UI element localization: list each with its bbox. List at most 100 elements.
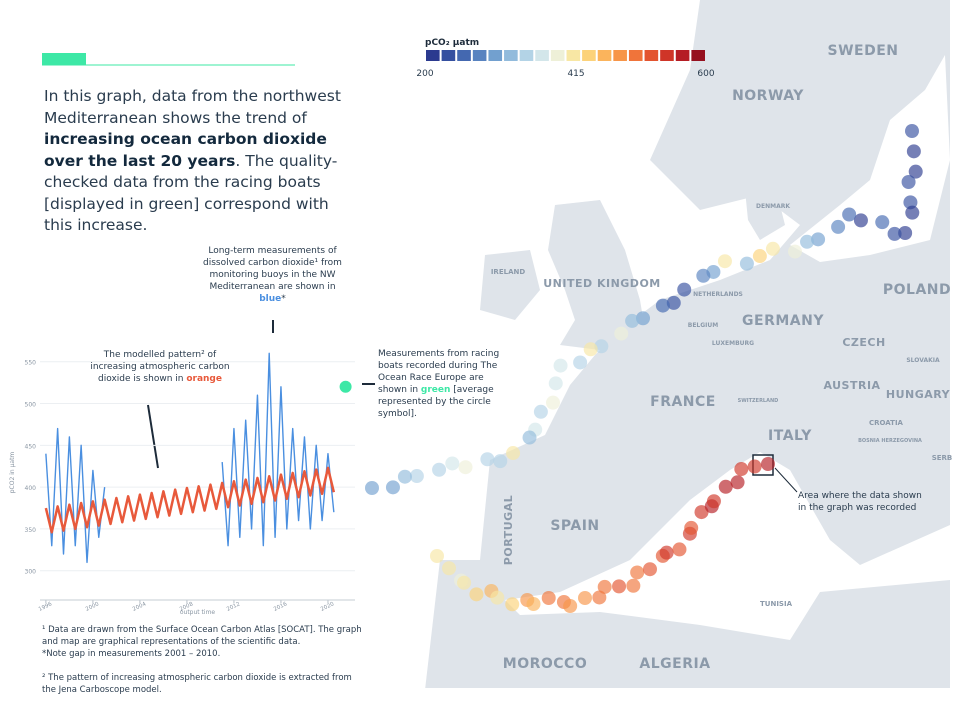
intro-text: In this graph, data from the northwest M… <box>44 87 341 127</box>
measurement-dot <box>505 597 520 612</box>
map-label: UNITED KINGDOM <box>543 277 661 290</box>
measurement-dot <box>457 575 472 590</box>
footnote: *Note gap in measurements 2001 – 2010. <box>42 649 221 659</box>
x-tick-label: 1996 <box>38 601 54 613</box>
ireland <box>480 250 540 320</box>
annotation: Area where the data shown in the graph w… <box>798 491 922 513</box>
map-label: SWEDEN <box>828 43 899 59</box>
annotation: Measurements from racing boats recorded … <box>378 348 503 420</box>
annotation: The modelled pattern² of increasing atmo… <box>85 349 235 385</box>
series-line <box>45 427 106 564</box>
colorbar-swatch <box>504 50 518 61</box>
measurement-dot <box>898 225 913 240</box>
measurement-dot <box>480 452 495 467</box>
colorbar-swatch <box>582 50 596 61</box>
measurement-dot <box>655 298 670 313</box>
measurement-dot <box>577 591 592 606</box>
colorbar-title: pCO₂ µatm <box>425 38 479 48</box>
measurement-dot <box>612 579 627 594</box>
text: green <box>420 385 451 395</box>
series-point <box>339 380 352 393</box>
area-pointer <box>774 467 798 493</box>
denmark <box>745 185 785 240</box>
x-tick-label: 2004 <box>132 601 148 613</box>
colorbar-swatch <box>488 50 503 61</box>
map-label: GERMANY <box>742 313 824 329</box>
y-tick-label: 450 <box>25 443 37 450</box>
colorbar-swatch <box>613 50 627 61</box>
measurement-dot <box>761 457 775 471</box>
measurement-dot <box>458 460 473 475</box>
map-label: HUNGARY <box>886 388 951 401</box>
measurement-dot <box>765 241 780 256</box>
measurement-dot <box>636 311 651 326</box>
measurement-dot <box>526 597 541 611</box>
map-label: IRELAND <box>491 268 526 276</box>
measurement-dot <box>811 232 826 247</box>
x-tick-label: 2020 <box>320 601 336 613</box>
measurement-dot <box>842 207 857 222</box>
map-label: ITALY <box>768 428 812 444</box>
measurement-dot <box>546 395 561 410</box>
measurement-dot <box>677 282 692 297</box>
measurement-dot <box>787 244 802 259</box>
text: * <box>281 294 286 304</box>
x-tick-label: 2008 <box>179 601 195 613</box>
map-label: NORWAY <box>732 88 804 104</box>
colorbar-swatch <box>519 50 534 61</box>
measurement-dot <box>365 481 379 495</box>
x-tick-label: 2016 <box>273 601 289 613</box>
footnote: ¹ Data are drawn from the Surface Ocean … <box>42 625 362 647</box>
measurement-dot <box>533 404 548 419</box>
measurement-dot <box>445 456 460 471</box>
colorbar-tick: 600 <box>697 69 714 79</box>
colorbar-tick: 415 <box>567 69 584 79</box>
measurement-dot <box>385 480 400 495</box>
text: The modelled pattern² of increasing atmo… <box>90 350 230 384</box>
measurement-dot <box>659 545 674 560</box>
measurement-dot <box>666 295 681 310</box>
measurement-dot <box>696 268 711 283</box>
colorbar-swatch <box>597 50 612 61</box>
measurement-dot <box>541 591 556 605</box>
colorbar-swatch <box>535 50 549 61</box>
measurement-dot <box>573 355 588 370</box>
measurement-dot <box>548 376 563 391</box>
y-tick-label: 550 <box>25 360 37 367</box>
measurement-dot <box>717 254 732 269</box>
text: orange <box>186 374 222 384</box>
colorbar-swatch <box>426 50 440 61</box>
text: blue <box>259 294 282 304</box>
measurement-dot <box>506 446 521 461</box>
measurement-dot <box>592 590 607 605</box>
arrow <box>147 404 159 469</box>
map-label: SERB <box>932 454 953 462</box>
measurement-dot <box>908 164 923 179</box>
measurement-dot <box>597 579 612 594</box>
x-axis-label: output time <box>180 609 216 616</box>
map-label: DENMARK <box>756 203 790 210</box>
measurement-dot <box>901 174 916 189</box>
map-label: CZECH <box>842 336 885 349</box>
measurement-dot <box>630 565 645 580</box>
x-tick-label: 2000 <box>85 601 101 613</box>
measurement-dot <box>626 578 641 593</box>
y-tick-label: 500 <box>25 402 37 409</box>
map-label: ALGERIA <box>639 656 710 672</box>
measurement-dot <box>875 215 890 230</box>
measurement-dot <box>409 469 424 484</box>
measurement-dot <box>730 475 745 490</box>
map-label: BOSNIA HERZEGOVINA <box>858 438 922 444</box>
colorbar-swatch <box>441 50 456 61</box>
annotation: Long-term measurements of dissolved carb… <box>200 245 345 305</box>
map-label: MOROCCO <box>503 656 587 672</box>
series-line <box>44 466 336 534</box>
colorbar-swatch <box>457 50 471 61</box>
measurement-dot <box>903 195 918 210</box>
map-label: PORTUGAL <box>502 495 515 565</box>
measurement-dot <box>734 462 749 477</box>
measurement-dot <box>430 549 444 563</box>
measurement-dot <box>747 459 762 474</box>
y-axis-label: pCO2 in µatm <box>9 452 16 494</box>
